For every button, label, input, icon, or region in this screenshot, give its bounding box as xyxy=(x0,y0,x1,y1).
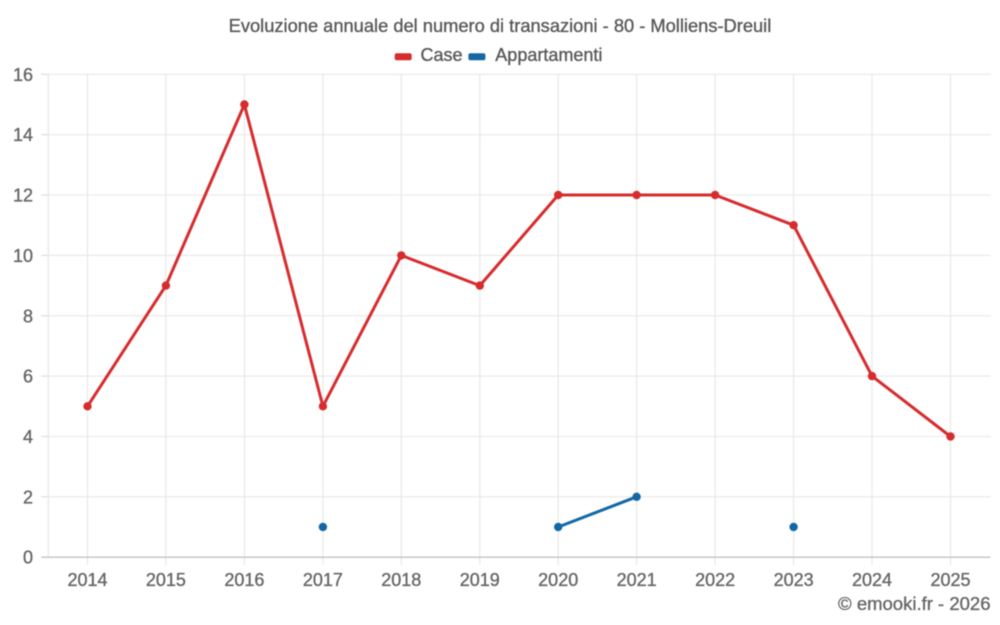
svg-text:Case: Case xyxy=(421,45,463,65)
svg-text:2020: 2020 xyxy=(538,570,578,590)
svg-text:2018: 2018 xyxy=(381,570,421,590)
svg-text:4: 4 xyxy=(23,427,33,447)
svg-text:© emooki.fr - 2026: © emooki.fr - 2026 xyxy=(838,593,990,614)
svg-text:2016: 2016 xyxy=(224,570,264,590)
svg-text:2019: 2019 xyxy=(460,570,500,590)
svg-text:2: 2 xyxy=(23,487,33,507)
svg-text:14: 14 xyxy=(13,125,33,145)
svg-text:12: 12 xyxy=(13,186,33,206)
svg-text:Appartamenti: Appartamenti xyxy=(495,45,602,65)
svg-text:2023: 2023 xyxy=(774,570,814,590)
svg-text:6: 6 xyxy=(23,367,33,387)
svg-text:2024: 2024 xyxy=(852,570,892,590)
svg-text:10: 10 xyxy=(13,246,33,266)
svg-text:2017: 2017 xyxy=(303,570,343,590)
svg-text:2021: 2021 xyxy=(617,570,657,590)
svg-text:2025: 2025 xyxy=(930,570,970,590)
svg-text:2015: 2015 xyxy=(146,570,186,590)
svg-text:8: 8 xyxy=(23,306,33,326)
svg-text:2022: 2022 xyxy=(695,570,735,590)
svg-text:16: 16 xyxy=(13,65,33,85)
svg-text:Evoluzione annuale del numero: Evoluzione annuale del numero di transaz… xyxy=(229,15,772,36)
svg-text:0: 0 xyxy=(23,548,33,568)
svg-text:2014: 2014 xyxy=(67,570,107,590)
